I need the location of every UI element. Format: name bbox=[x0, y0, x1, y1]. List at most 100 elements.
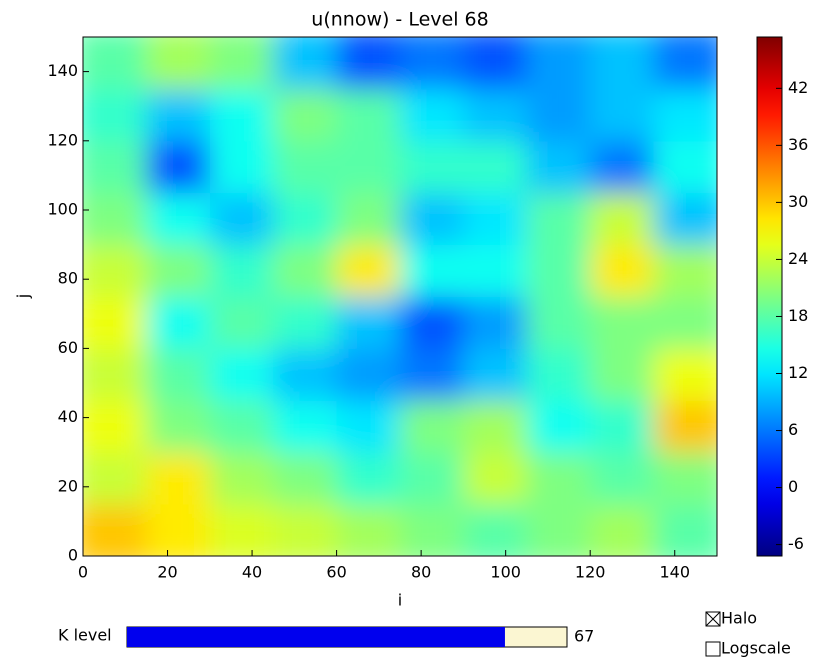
heatmap-cell bbox=[146, 400, 211, 453]
heatmap-cell bbox=[336, 400, 401, 453]
heatmap-cell bbox=[146, 244, 211, 297]
x-tick-label: 80 bbox=[411, 563, 431, 582]
y-tick-label: 140 bbox=[47, 61, 78, 80]
heatmap-cell bbox=[273, 400, 338, 453]
y-axis-label: j bbox=[14, 294, 33, 299]
heatmap-cell bbox=[463, 400, 528, 453]
colorbar-tick-label: 36 bbox=[788, 135, 808, 154]
colorbar-tick-label: 24 bbox=[788, 249, 808, 268]
checkbox-label[interactable]: Logscale bbox=[721, 639, 791, 658]
y-tick-label: 0 bbox=[68, 546, 78, 565]
heatmap-cell bbox=[400, 452, 464, 505]
checkbox-label[interactable]: Halo bbox=[721, 609, 757, 628]
heatmap-cell bbox=[273, 244, 338, 297]
heatmap-cell bbox=[336, 140, 401, 194]
slider-fill bbox=[127, 627, 505, 647]
x-axis-label: i bbox=[398, 591, 402, 610]
heatmap-cell bbox=[209, 452, 274, 505]
heatmap-cell bbox=[526, 140, 591, 194]
colorbar-tick-label: 0 bbox=[788, 477, 798, 496]
colorbar-tick-label: -6 bbox=[788, 534, 804, 553]
heatmap-cell bbox=[273, 192, 338, 246]
heatmap-cell bbox=[146, 37, 211, 90]
heatmap-cell bbox=[463, 244, 528, 297]
colorbar-tick-label: 18 bbox=[788, 306, 808, 325]
slider-value: 67 bbox=[574, 627, 594, 646]
heatmap-cell bbox=[83, 400, 147, 453]
heatmap-cell bbox=[463, 37, 528, 90]
heatmap-cell bbox=[146, 192, 211, 246]
heatmap-cell bbox=[653, 88, 717, 142]
heatmap-cell bbox=[463, 504, 528, 556]
heatmap-cell bbox=[83, 296, 147, 349]
heatmap-cell bbox=[590, 452, 655, 505]
heatmap-cell bbox=[590, 192, 655, 246]
heatmap-cell bbox=[463, 140, 528, 194]
heatmap-cell bbox=[653, 192, 717, 246]
heatmap-cells bbox=[83, 37, 717, 556]
y-tick-label: 40 bbox=[58, 407, 78, 426]
heatmap-cell bbox=[83, 244, 147, 297]
colorbar-tick-label: 42 bbox=[788, 78, 808, 97]
heatmap-cell bbox=[273, 452, 338, 505]
heatmap-cell bbox=[653, 140, 717, 194]
heatmap-cell bbox=[209, 400, 274, 453]
heatmap-cell bbox=[653, 400, 717, 453]
heatmap-cell bbox=[590, 504, 655, 556]
y-tick-label: 120 bbox=[47, 130, 78, 149]
heatmap-cell bbox=[526, 244, 591, 297]
heatmap-cell bbox=[209, 88, 274, 142]
heatmap-cell bbox=[273, 140, 338, 194]
y-tick-label: 80 bbox=[58, 269, 78, 288]
colorbar bbox=[756, 36, 783, 557]
heatmap-cell bbox=[400, 88, 464, 142]
heatmap-cell bbox=[209, 140, 274, 194]
heatmap-cell bbox=[526, 37, 591, 90]
heatmap-cell bbox=[590, 244, 655, 297]
heatmap-cell bbox=[400, 140, 464, 194]
heatmap bbox=[83, 37, 717, 556]
heatmap-cell bbox=[336, 192, 401, 246]
heatmap-cell bbox=[590, 88, 655, 142]
colorbar-tick-label: 12 bbox=[788, 363, 808, 382]
heatmap-cell bbox=[526, 192, 591, 246]
heatmap-cell bbox=[273, 37, 338, 90]
checkbox[interactable] bbox=[705, 641, 721, 657]
heatmap-cell bbox=[146, 88, 211, 142]
heatmap-cell bbox=[590, 37, 655, 90]
heatmap-cell bbox=[273, 348, 338, 401]
heatmap-cell bbox=[400, 192, 464, 246]
heatmap-cell bbox=[463, 88, 528, 142]
x-tick-label: 40 bbox=[242, 563, 262, 582]
heatmap-cell bbox=[146, 452, 211, 505]
heatmap-cell bbox=[83, 140, 147, 194]
heatmap-cell bbox=[463, 452, 528, 505]
heatmap-cell bbox=[653, 244, 717, 297]
colorbar-tick-label: 30 bbox=[788, 192, 808, 211]
y-tick-label: 100 bbox=[47, 200, 78, 219]
heatmap-cell bbox=[590, 348, 655, 401]
heatmap-cell bbox=[526, 296, 591, 349]
plot-frame bbox=[82, 36, 718, 557]
heatmap-cell bbox=[653, 504, 717, 556]
checkboxes: Halo Logscale bbox=[705, 609, 791, 658]
heatmap-cell bbox=[83, 192, 147, 246]
heatmap-cell bbox=[83, 348, 147, 401]
heatmap-cell bbox=[273, 504, 338, 556]
heatmap-cell bbox=[526, 452, 591, 505]
heatmap-cell bbox=[400, 296, 464, 349]
heatmap-cell bbox=[653, 37, 717, 90]
heatmap-cell bbox=[336, 348, 401, 401]
heatmap-cell bbox=[336, 244, 401, 297]
heatmap-cell bbox=[400, 348, 464, 401]
heatmap-cell bbox=[146, 140, 211, 194]
heatmap-cell bbox=[590, 296, 655, 349]
heatmap-cell bbox=[83, 88, 147, 142]
heatmap-cell bbox=[83, 452, 147, 505]
heatmap-cell bbox=[209, 244, 274, 297]
heatmap-cell bbox=[590, 400, 655, 453]
heatmap-cell bbox=[209, 348, 274, 401]
heatmap-cell bbox=[336, 88, 401, 142]
slider-label: K level bbox=[58, 626, 112, 645]
